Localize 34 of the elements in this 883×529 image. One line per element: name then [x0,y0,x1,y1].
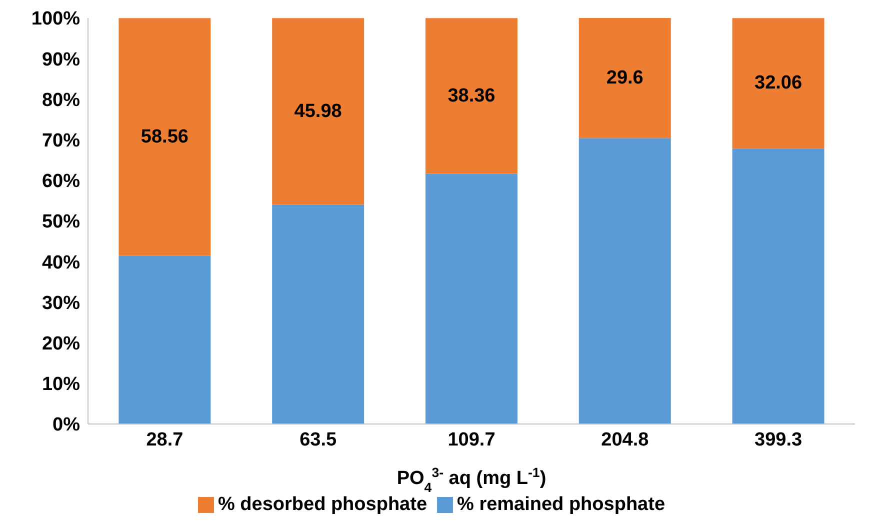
bar [578,138,671,424]
legend-label: % desorbed phosphate [218,494,428,515]
x-tick-label: 109.7 [448,429,496,450]
y-tick-label: 0% [52,414,80,436]
y-tick-label: 30% [42,292,80,314]
y-tick-label: 60% [42,171,80,192]
y-tick-label: 40% [42,252,80,274]
bar [118,18,211,256]
y-tick-label: 10% [42,374,80,396]
bar [425,18,518,174]
data-label: 38.36 [448,86,496,107]
bar [425,174,518,424]
bar [272,204,364,424]
data-label: 58.56 [140,126,188,148]
y-tick-label: 20% [42,334,80,355]
x-tick-label: 204.8 [601,429,649,450]
bar [578,18,671,138]
bar [732,18,824,148]
bar [118,256,211,424]
data-label: 32.06 [754,72,802,94]
legend-label: % remained phosphate [457,494,666,515]
y-tick-label: 50% [42,212,80,233]
y-tick-label: 70% [42,130,80,152]
y-tick-label: 100% [31,8,80,30]
x-tick-label: 28.7 [146,429,184,450]
x-tick-label: 399.3 [754,429,802,450]
x-axis-title: PO$_{4}$$^{3-}$ aq (mg L$^{-1}$) [396,464,546,494]
data-label: 45.98 [294,100,342,122]
x-tick-label: 63.5 [300,429,338,450]
bar [272,18,364,205]
bar [732,148,824,424]
y-tick-label: 80% [42,90,80,111]
y-tick-label: 90% [42,49,80,70]
data-label: 29.6 [606,68,644,89]
